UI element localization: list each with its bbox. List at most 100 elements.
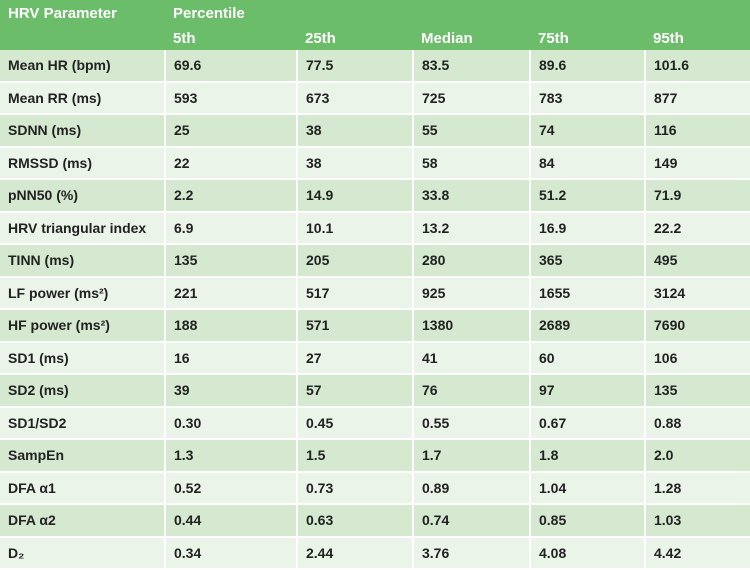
table-row: LF power (ms²) 221 517 925 1655 3124 (0, 276, 750, 310)
row-label: D₂ (0, 536, 165, 570)
cell: 0.45 (296, 406, 413, 440)
cell: 38 (296, 146, 413, 180)
table-row: SD1/SD2 0.30 0.45 0.55 0.67 0.88 (0, 406, 750, 440)
column-header: 75th (530, 30, 645, 50)
cell: 135 (643, 374, 750, 408)
row-label: DFA α2 (0, 504, 165, 538)
row-label: TINN (ms) (0, 244, 165, 278)
cell: 673 (296, 81, 413, 115)
table-row: HF power (ms²) 188 571 1380 2689 7690 (0, 309, 750, 343)
column-header: 25th (297, 30, 413, 50)
cell: 116 (643, 114, 750, 148)
cell: 57 (296, 374, 413, 408)
row-label: RMSSD (ms) (0, 146, 165, 180)
cell: 0.89 (412, 471, 530, 505)
column-header: 5th (165, 30, 297, 50)
row-label: HRV triangular index (0, 211, 165, 245)
cell: 51.2 (529, 179, 645, 213)
row-label: SDNN (ms) (0, 114, 165, 148)
cell: 0.63 (296, 504, 413, 538)
cell: 33.8 (412, 179, 530, 213)
table-row: SD1 (ms) 16 27 41 60 106 (0, 341, 750, 375)
cell: 22 (164, 146, 297, 180)
cell: 0.55 (412, 406, 530, 440)
cell: 58 (412, 146, 530, 180)
table-row: DFA α2 0.44 0.63 0.74 0.85 1.03 (0, 504, 750, 538)
cell: 4.08 (529, 536, 645, 570)
cell: 0.44 (164, 504, 297, 538)
cell: 495 (643, 244, 750, 278)
cell: 10.1 (296, 211, 413, 245)
cell: 1.04 (529, 471, 645, 505)
table-row: TINN (ms) 135 205 280 365 495 (0, 244, 750, 278)
cell: 76 (412, 374, 530, 408)
cell: 3124 (643, 276, 750, 310)
cell: 1.28 (643, 471, 750, 505)
cell: 221 (164, 276, 297, 310)
table-row: Mean RR (ms) 593 673 725 783 877 (0, 81, 750, 115)
cell: 106 (643, 341, 750, 375)
cell: 205 (296, 244, 413, 278)
cell: 0.73 (296, 471, 413, 505)
cell: 188 (164, 309, 297, 343)
table-row: HRV triangular index 6.9 10.1 13.2 16.9 22.2 (0, 211, 750, 245)
row-label: DFA α1 (0, 471, 165, 505)
cell: 1.5 (296, 439, 413, 473)
cell: 22.2 (643, 211, 750, 245)
row-label: HF power (ms²) (0, 309, 165, 343)
row-label: pNN50 (%) (0, 179, 165, 213)
table-row: DFA α1 0.52 0.73 0.89 1.04 1.28 (0, 471, 750, 505)
percentile-header: Percentile (165, 0, 750, 30)
cell: 25 (164, 114, 297, 148)
cell: 135 (164, 244, 297, 278)
cell: 0.85 (529, 504, 645, 538)
table-row: D₂ 0.34 2.44 3.76 4.08 4.42 (0, 536, 750, 570)
cell: 0.34 (164, 536, 297, 570)
table-row: Mean HR (bpm) 69.6 77.5 83.5 89.6 101.6 (0, 50, 750, 83)
cell: 38 (296, 114, 413, 148)
cell: 877 (643, 81, 750, 115)
cell: 69.6 (164, 50, 297, 83)
cell: 0.52 (164, 471, 297, 505)
cell: 77.5 (296, 50, 413, 83)
cell: 571 (296, 309, 413, 343)
table-row: SDNN (ms) 25 38 55 74 116 (0, 114, 750, 148)
cell: 41 (412, 341, 530, 375)
cell: 14.9 (296, 179, 413, 213)
cell: 13.2 (412, 211, 530, 245)
cell: 365 (529, 244, 645, 278)
cell: 16.9 (529, 211, 645, 245)
table-row: SampEn 1.3 1.5 1.7 1.8 2.0 (0, 439, 750, 473)
row-label: SD1/SD2 (0, 406, 165, 440)
row-label: Mean HR (bpm) (0, 50, 165, 83)
cell: 2.44 (296, 536, 413, 570)
cell: 0.88 (643, 406, 750, 440)
cell: 16 (164, 341, 297, 375)
table-row: pNN50 (%) 2.2 14.9 33.8 51.2 71.9 (0, 179, 750, 213)
cell: 1380 (412, 309, 530, 343)
row-label: SampEn (0, 439, 165, 473)
cell: 97 (529, 374, 645, 408)
row-label: LF power (ms²) (0, 276, 165, 310)
cell: 593 (164, 81, 297, 115)
column-header: 95th (645, 30, 750, 50)
cell: 1.3 (164, 439, 297, 473)
table-header: HRV Parameter Percentile 5th 25th Median 75… (0, 0, 750, 50)
cell: 83.5 (412, 50, 530, 83)
cell: 149 (643, 146, 750, 180)
cell: 1655 (529, 276, 645, 310)
cell: 1.03 (643, 504, 750, 538)
cell: 101.6 (643, 50, 750, 83)
cell: 1.7 (412, 439, 530, 473)
row-label: SD1 (ms) (0, 341, 165, 375)
cell: 2.0 (643, 439, 750, 473)
cell: 39 (164, 374, 297, 408)
cell: 6.9 (164, 211, 297, 245)
cell: 3.76 (412, 536, 530, 570)
cell: 84 (529, 146, 645, 180)
cell: 0.67 (529, 406, 645, 440)
cell: 60 (529, 341, 645, 375)
parameter-header: HRV Parameter (0, 0, 165, 50)
cell: 7690 (643, 309, 750, 343)
